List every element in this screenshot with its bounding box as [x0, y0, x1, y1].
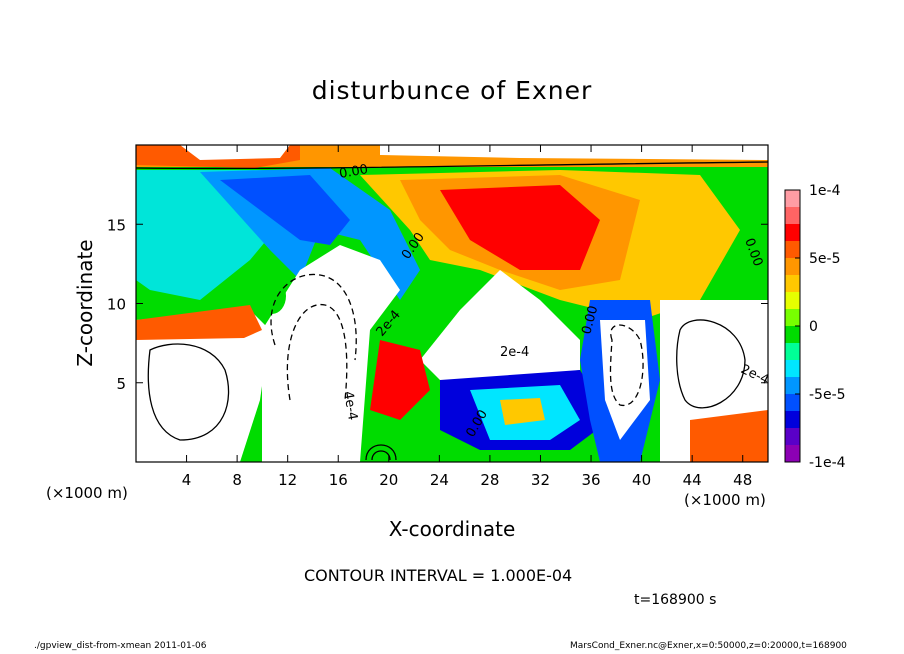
heatmap-field — [136, 145, 768, 462]
contour-label: 0.00 — [579, 304, 601, 336]
colorbar-swatch — [785, 360, 800, 378]
central-white-left — [262, 245, 400, 462]
colorbar-swatch — [785, 377, 800, 395]
y-tick-label: 10 — [107, 296, 126, 314]
central-white-right — [420, 270, 580, 380]
x-tick-label: 16 — [329, 471, 348, 489]
colorbar-tick-label: 0 — [809, 319, 818, 335]
colorbar-swatch — [785, 394, 800, 412]
x-tick-label: 44 — [683, 471, 702, 489]
x-tick-label: 12 — [278, 471, 297, 489]
contour-negative-1 — [270, 273, 357, 361]
colorbar-swatch — [785, 428, 800, 446]
x-tick-label: 28 — [480, 471, 499, 489]
y-tick-label: 5 — [116, 375, 126, 393]
x-tick-label: 24 — [430, 471, 449, 489]
y-tick-label: 15 — [107, 216, 126, 234]
colorbar-swatch — [785, 190, 800, 208]
footer-left: ./gpview_dist-from-xmean 2011-01-06 — [34, 641, 207, 651]
lower-left-white — [136, 310, 270, 462]
colorbar-tick-label: -1e-4 — [809, 455, 846, 471]
x-tick-label: 4 — [182, 471, 192, 489]
x-tick-label: 40 — [632, 471, 651, 489]
colorbar-swatch — [785, 292, 800, 310]
y-unit-label: (×1000 m) — [46, 484, 128, 502]
y-axis-title: Z-coordinate — [73, 239, 97, 366]
colorbar-swatch — [785, 275, 800, 293]
top-white-left — [180, 145, 290, 160]
colorbar-swatch — [785, 326, 800, 344]
contour-label: 4e-4 — [340, 390, 360, 421]
contour-base-2 — [371, 450, 391, 461]
contour-interval-note: CONTOUR INTERVAL = 1.000E-04 — [304, 566, 573, 585]
x-tick-label: 8 — [232, 471, 242, 489]
colorbar-swatch — [785, 343, 800, 361]
colorbar-swatch — [785, 224, 800, 242]
contour-positive-left — [147, 343, 230, 441]
contour-zero-top — [136, 161, 768, 170]
colorbar-swatch — [785, 445, 800, 463]
x-tick-label: 20 — [379, 471, 398, 489]
top-white-right — [380, 145, 768, 160]
lower-left-orange — [136, 305, 262, 340]
contour-label: 2e-4 — [500, 345, 529, 360]
colorbar-swatch — [785, 411, 800, 429]
far-right-orange — [690, 410, 768, 462]
chart-title: disturbunce of Exner — [311, 76, 593, 105]
footer-right: MarsCond_Exner.nc@Exner,x=0:50000,z=0:20… — [570, 641, 847, 651]
time-label: t=168900 s — [634, 592, 717, 608]
contour-positive-right — [676, 319, 746, 409]
green-blob — [258, 278, 286, 314]
contour-negative-2 — [286, 304, 348, 401]
colorbar-swatch — [785, 309, 800, 327]
contour-lines — [136, 161, 768, 461]
colorbar-tick-label: -5e-5 — [809, 387, 846, 403]
x-tick-label: 48 — [733, 471, 752, 489]
right-white-column — [600, 320, 650, 440]
upper-deep-blue — [220, 175, 350, 245]
x-unit-label: (×1000 m) — [684, 491, 766, 509]
contour-label: 0.00 — [338, 162, 369, 182]
contour-base-1 — [365, 444, 397, 461]
lower-center-red — [370, 340, 430, 420]
x-tick-label: 32 — [531, 471, 550, 489]
plume-red — [440, 185, 600, 270]
colorbar-swatch — [785, 207, 800, 225]
colorbar-tick-label: 1e-4 — [809, 183, 841, 199]
colorbar-swatch — [785, 241, 800, 259]
colorbar-tick-label: 5e-5 — [809, 251, 840, 267]
x-axis-title: X-coordinate — [389, 517, 516, 541]
lower-center-yellow — [500, 398, 545, 425]
x-tick-label: 36 — [581, 471, 600, 489]
colorbar-swatch — [785, 258, 800, 276]
colorbar: 1e-4 5e-5 0 -5e-5 -1e-4 — [784, 183, 846, 471]
contour-negative-3 — [609, 324, 644, 406]
